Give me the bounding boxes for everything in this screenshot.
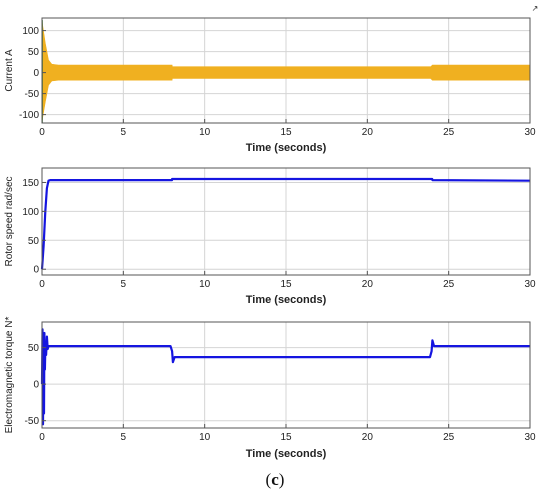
x-tick-label: 10 (199, 432, 211, 443)
y-tick-label: -50 (25, 416, 40, 427)
y-tick-label: 100 (22, 26, 39, 37)
x-tick-label: 15 (280, 127, 292, 138)
x-tick-label: 5 (121, 127, 127, 138)
y-tick-label: -50 (25, 89, 40, 100)
y-tick-label: 100 (22, 207, 39, 218)
caption-letter: c (271, 470, 279, 489)
current-chart: 0 5 10 15 20 25 30 -100 -50 0 50 100 Time (seconds) C… (4, 17, 536, 154)
y-tick-label: 0 (33, 265, 39, 276)
x-tick-label: 5 (121, 279, 127, 290)
torque-line (40, 328, 530, 426)
x-tick-label: 20 (362, 432, 374, 443)
figure-caption: (c) (0, 470, 550, 490)
x-axis-label: Time (seconds) (246, 294, 327, 306)
y-axis-label: Rotor speed rad/sec (4, 176, 15, 266)
y-tick-label: 50 (28, 343, 40, 354)
x-tick-label: 0 (39, 432, 45, 443)
corner-mark: ↗ (532, 4, 539, 13)
rotor-speed-chart: 0 5 10 15 20 25 30 0 50 100 150 Time (seconds) Rotor… (4, 167, 536, 306)
y-axis-label: Current A (4, 49, 15, 92)
caption-close: ) (278, 470, 285, 489)
y-tick-label: 0 (33, 68, 39, 79)
y-tick-label: 150 (22, 178, 39, 189)
x-tick-label: 30 (524, 279, 536, 290)
x-tick-label: 10 (199, 279, 211, 290)
x-tick-label: 15 (280, 432, 292, 443)
x-tick-label: 10 (199, 127, 211, 138)
x-tick-label: 30 (524, 127, 536, 138)
x-tick-label: 5 (121, 432, 127, 443)
x-tick-label: 0 (39, 127, 45, 138)
y-tick-label: 50 (28, 47, 40, 58)
x-tick-label: 20 (362, 279, 374, 290)
x-tick-label: 20 (362, 127, 374, 138)
torque-chart: 0 5 10 15 20 25 30 -50 0 50 Time (seconds) Electrom… (4, 317, 536, 460)
x-tick-label: 15 (280, 279, 292, 290)
caption-open: ( (265, 470, 272, 489)
x-axis-label: Time (seconds) (246, 142, 327, 154)
x-tick-label: 0 (39, 279, 45, 290)
y-axis-label: Electromagnetic torque N* (4, 317, 15, 434)
rotor-speed-line (40, 177, 531, 270)
x-tick-label: 25 (443, 127, 455, 138)
x-axis-label: Time (seconds) (246, 448, 327, 460)
x-tick-label: 25 (443, 279, 455, 290)
x-tick-label: 25 (443, 432, 455, 443)
y-tick-label: 50 (28, 236, 40, 247)
x-tick-label: 30 (524, 432, 536, 443)
y-tick-label: 0 (33, 380, 39, 391)
y-tick-label: -100 (19, 110, 39, 121)
